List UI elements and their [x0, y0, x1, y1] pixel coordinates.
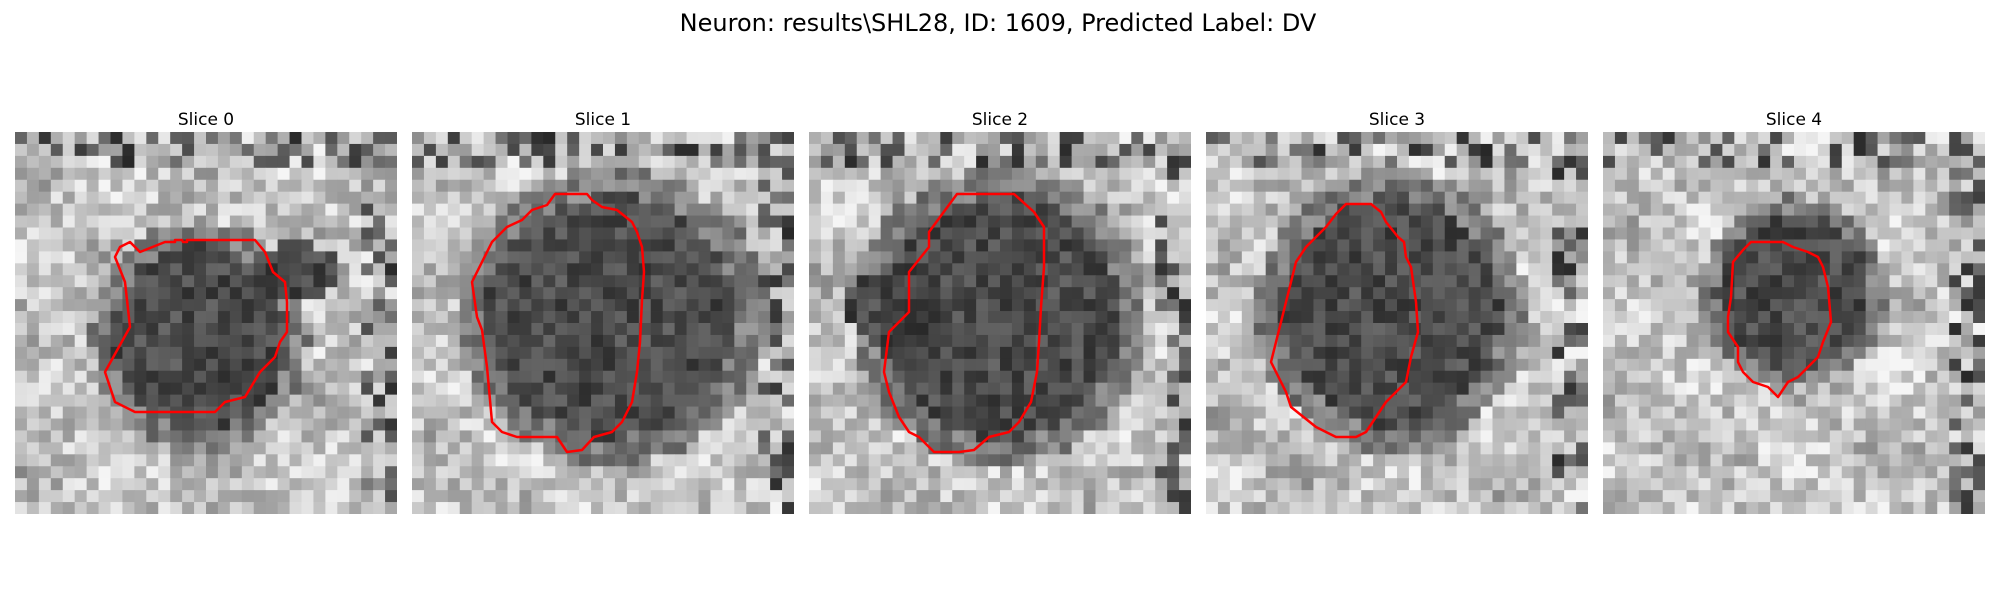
neuron-contour	[470, 192, 646, 454]
slice-image	[412, 132, 794, 514]
slice-image	[1603, 132, 1985, 514]
neuron-contour	[1726, 240, 1833, 399]
neuron-contour	[103, 238, 289, 414]
slice-panel-2: Slice 2	[809, 108, 1191, 514]
slice-title: Slice 0	[177, 110, 235, 130]
slice-title: Slice 3	[1368, 110, 1426, 130]
neuron-contour	[882, 192, 1046, 454]
slice-panel-3: Slice 3	[1206, 108, 1588, 514]
slice-image	[809, 132, 1191, 514]
figure-title: Neuron: results\SHL28, ID: 1609, Predict…	[679, 9, 1317, 37]
slice-image	[15, 132, 397, 514]
slice-image	[1206, 132, 1588, 514]
slice-panel-1: Slice 1	[412, 108, 794, 514]
slice-title: Slice 2	[971, 110, 1029, 130]
slice-title: Slice 1	[574, 110, 632, 130]
slice-panel-0: Slice 0	[15, 108, 397, 514]
slice-title: Slice 4	[1765, 110, 1823, 130]
neuron-contour	[1269, 202, 1420, 439]
slice-panel-4: Slice 4	[1603, 108, 1985, 514]
